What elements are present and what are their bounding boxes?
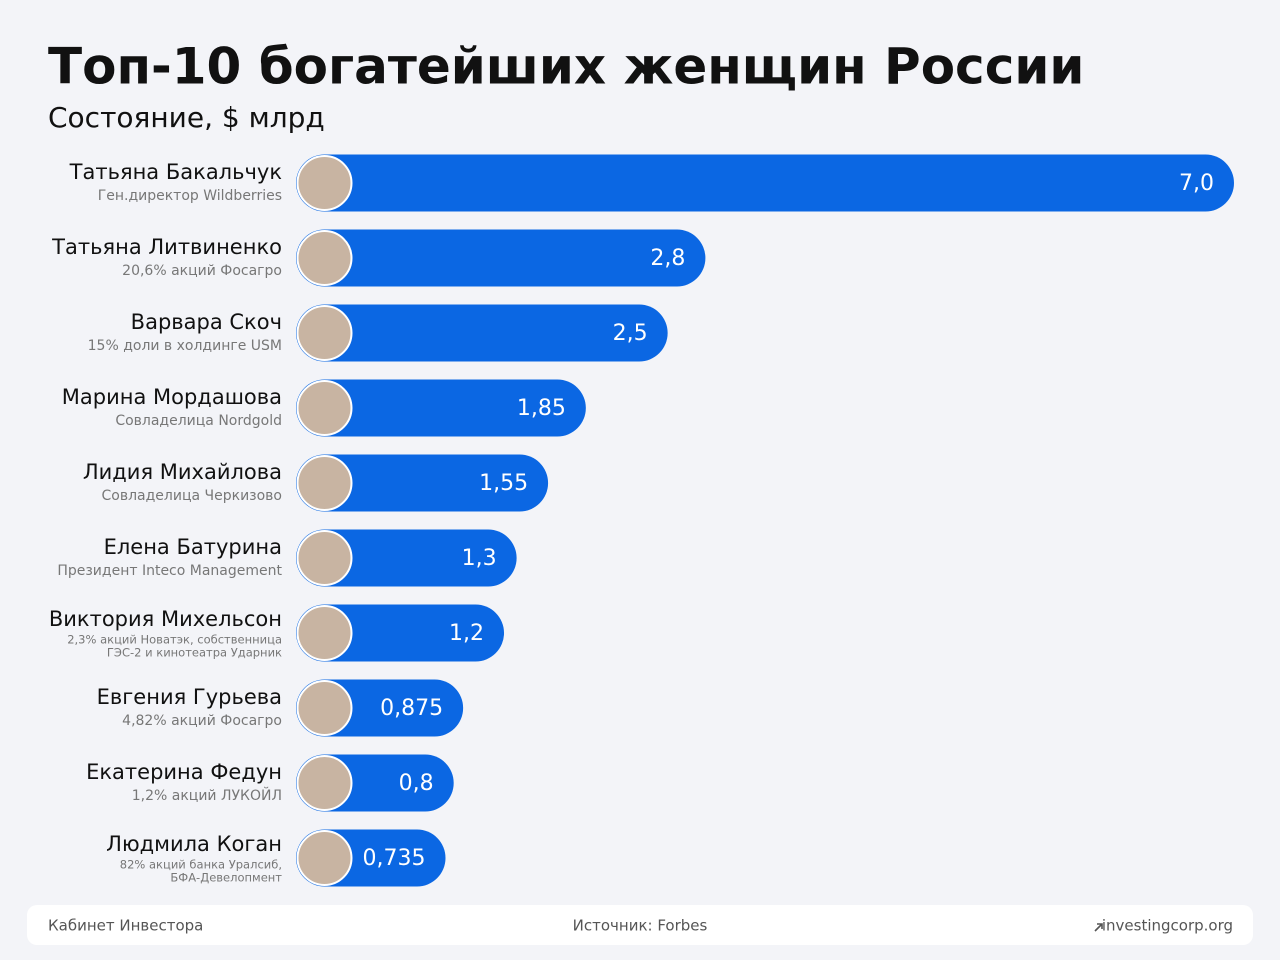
avatar <box>296 455 353 511</box>
person-description: 20,6% акций Фосагро <box>122 263 282 279</box>
person-description: 2,3% акций Новатэк, собственница <box>67 633 282 647</box>
person-description: Совладелица Nordgold <box>115 413 282 429</box>
footer <box>27 905 1253 945</box>
bar <box>296 454 549 512</box>
avatar <box>296 305 353 361</box>
avatar <box>296 230 353 286</box>
person-name: Лидия Михайлова <box>83 460 282 484</box>
link-icon <box>1094 923 1103 932</box>
bar <box>296 379 586 437</box>
footer-center: Источник: Forbes <box>573 917 708 935</box>
avatar <box>296 680 353 736</box>
bar <box>296 529 517 587</box>
person-description: Президент Inteco Management <box>57 563 282 579</box>
person-name: Виктория Михельсон <box>49 607 282 631</box>
value-label: 0,875 <box>380 696 443 721</box>
person-description: 1,2% акций ЛУКОЙЛ <box>132 786 282 804</box>
footer-left: Кабинет Инвестора <box>48 917 203 935</box>
person-description: ГЭС-2 и кинотеатра Ударник <box>107 646 282 660</box>
avatar <box>296 380 353 436</box>
person-description: Совладелица Черкизово <box>102 488 283 504</box>
footer-right: investingcorp.org <box>1102 917 1233 935</box>
chart-subtitle: Состояние, $ млрд <box>48 101 325 134</box>
person-description: 15% доли в холдинге USM <box>88 338 282 354</box>
person-name: Марина Мордашова <box>62 385 282 409</box>
avatar <box>296 605 353 661</box>
avatar <box>296 755 353 811</box>
avatar <box>296 830 353 886</box>
value-label: 1,3 <box>462 546 497 571</box>
person-name: Татьяна Бакальчук <box>69 160 282 184</box>
person-name: Екатерина Федун <box>86 760 282 784</box>
person-description: 4,82% акций Фосагро <box>122 713 282 729</box>
bar <box>296 304 668 362</box>
person-name: Евгения Гурьева <box>97 685 282 709</box>
value-label: 1,55 <box>479 471 528 496</box>
bar <box>296 229 706 287</box>
avatar <box>296 530 353 586</box>
person-name: Елена Батурина <box>104 535 282 559</box>
bar <box>296 154 1234 212</box>
person-description: БФА-Девелопмент <box>170 871 282 885</box>
person-description: Ген.директор Wildberries <box>98 188 282 204</box>
value-label: 0,8 <box>399 771 434 796</box>
person-name: Варвара Скоч <box>131 310 282 334</box>
value-label: 7,0 <box>1179 171 1214 196</box>
person-name: Татьяна Литвиненко <box>51 235 282 259</box>
value-label: 2,8 <box>650 246 685 271</box>
value-label: 1,2 <box>449 621 484 646</box>
person-name: Людмила Коган <box>106 832 282 856</box>
avatar <box>296 155 353 211</box>
person-description: 82% акций банка Уралсиб, <box>120 858 282 872</box>
value-label: 0,735 <box>363 846 426 871</box>
chart-title: Топ-10 богатейших женщин России <box>48 38 1084 96</box>
value-label: 1,85 <box>517 396 566 421</box>
value-label: 2,5 <box>613 321 648 346</box>
